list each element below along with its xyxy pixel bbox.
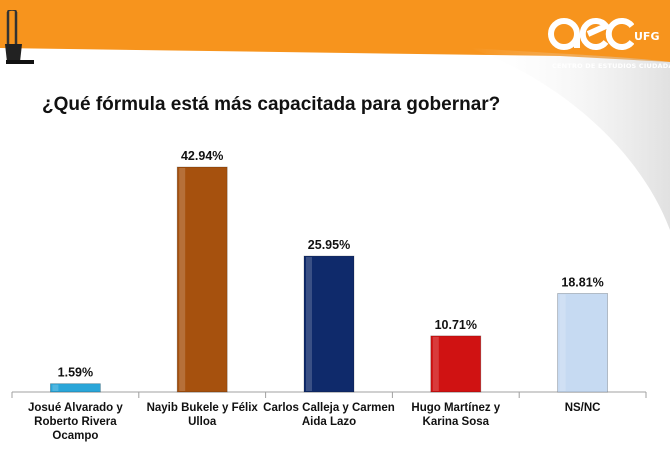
header-orange-band: [0, 0, 670, 62]
bar: [50, 383, 101, 393]
bar: [430, 335, 482, 393]
category-label: Nayib Bukele y Félix: [147, 402, 259, 414]
category-label: Roberto Rivera: [34, 416, 117, 428]
data-label: 1.59%: [58, 366, 93, 380]
category-label: Aida Lazo: [302, 416, 356, 428]
data-label: 18.81%: [561, 275, 603, 289]
bar-highlight: [52, 384, 59, 391]
binder-clip-icon: [2, 8, 38, 66]
bar: [176, 166, 228, 393]
bar-highlight: [559, 294, 566, 391]
category-label: NS/NC: [565, 402, 601, 414]
logo-ufg-text: UFG: [634, 30, 660, 43]
category-label: Karina Sosa: [423, 416, 490, 428]
logo-subtitle: CENTRO DE ESTUDIOS CIUDADANOS: [552, 62, 670, 70]
data-label: 10.71%: [435, 318, 477, 332]
page-curl-shadow: [470, 48, 670, 230]
bar-highlight: [179, 168, 186, 391]
bar: [557, 293, 608, 393]
aec-logo-icon: [548, 18, 634, 50]
aec-logo: UFG CENTRO DE ESTUDIOS CIUDADANOS: [548, 8, 670, 76]
category-label: Hugo Martínez y: [411, 402, 500, 414]
category-label: Ocampo: [52, 430, 98, 442]
bar-highlight: [306, 257, 312, 391]
category-label: Ulloa: [188, 416, 217, 428]
data-label: 25.95%: [308, 238, 350, 252]
category-label: Carlos Calleja y Carmen: [263, 402, 395, 414]
bar: [303, 255, 355, 393]
chart-title: ¿Qué fórmula está más capacitada para go…: [42, 94, 501, 115]
category-label: Josué Alvarado y: [28, 402, 123, 414]
bar-highlight: [432, 336, 439, 391]
data-label: 42.94%: [181, 149, 223, 163]
